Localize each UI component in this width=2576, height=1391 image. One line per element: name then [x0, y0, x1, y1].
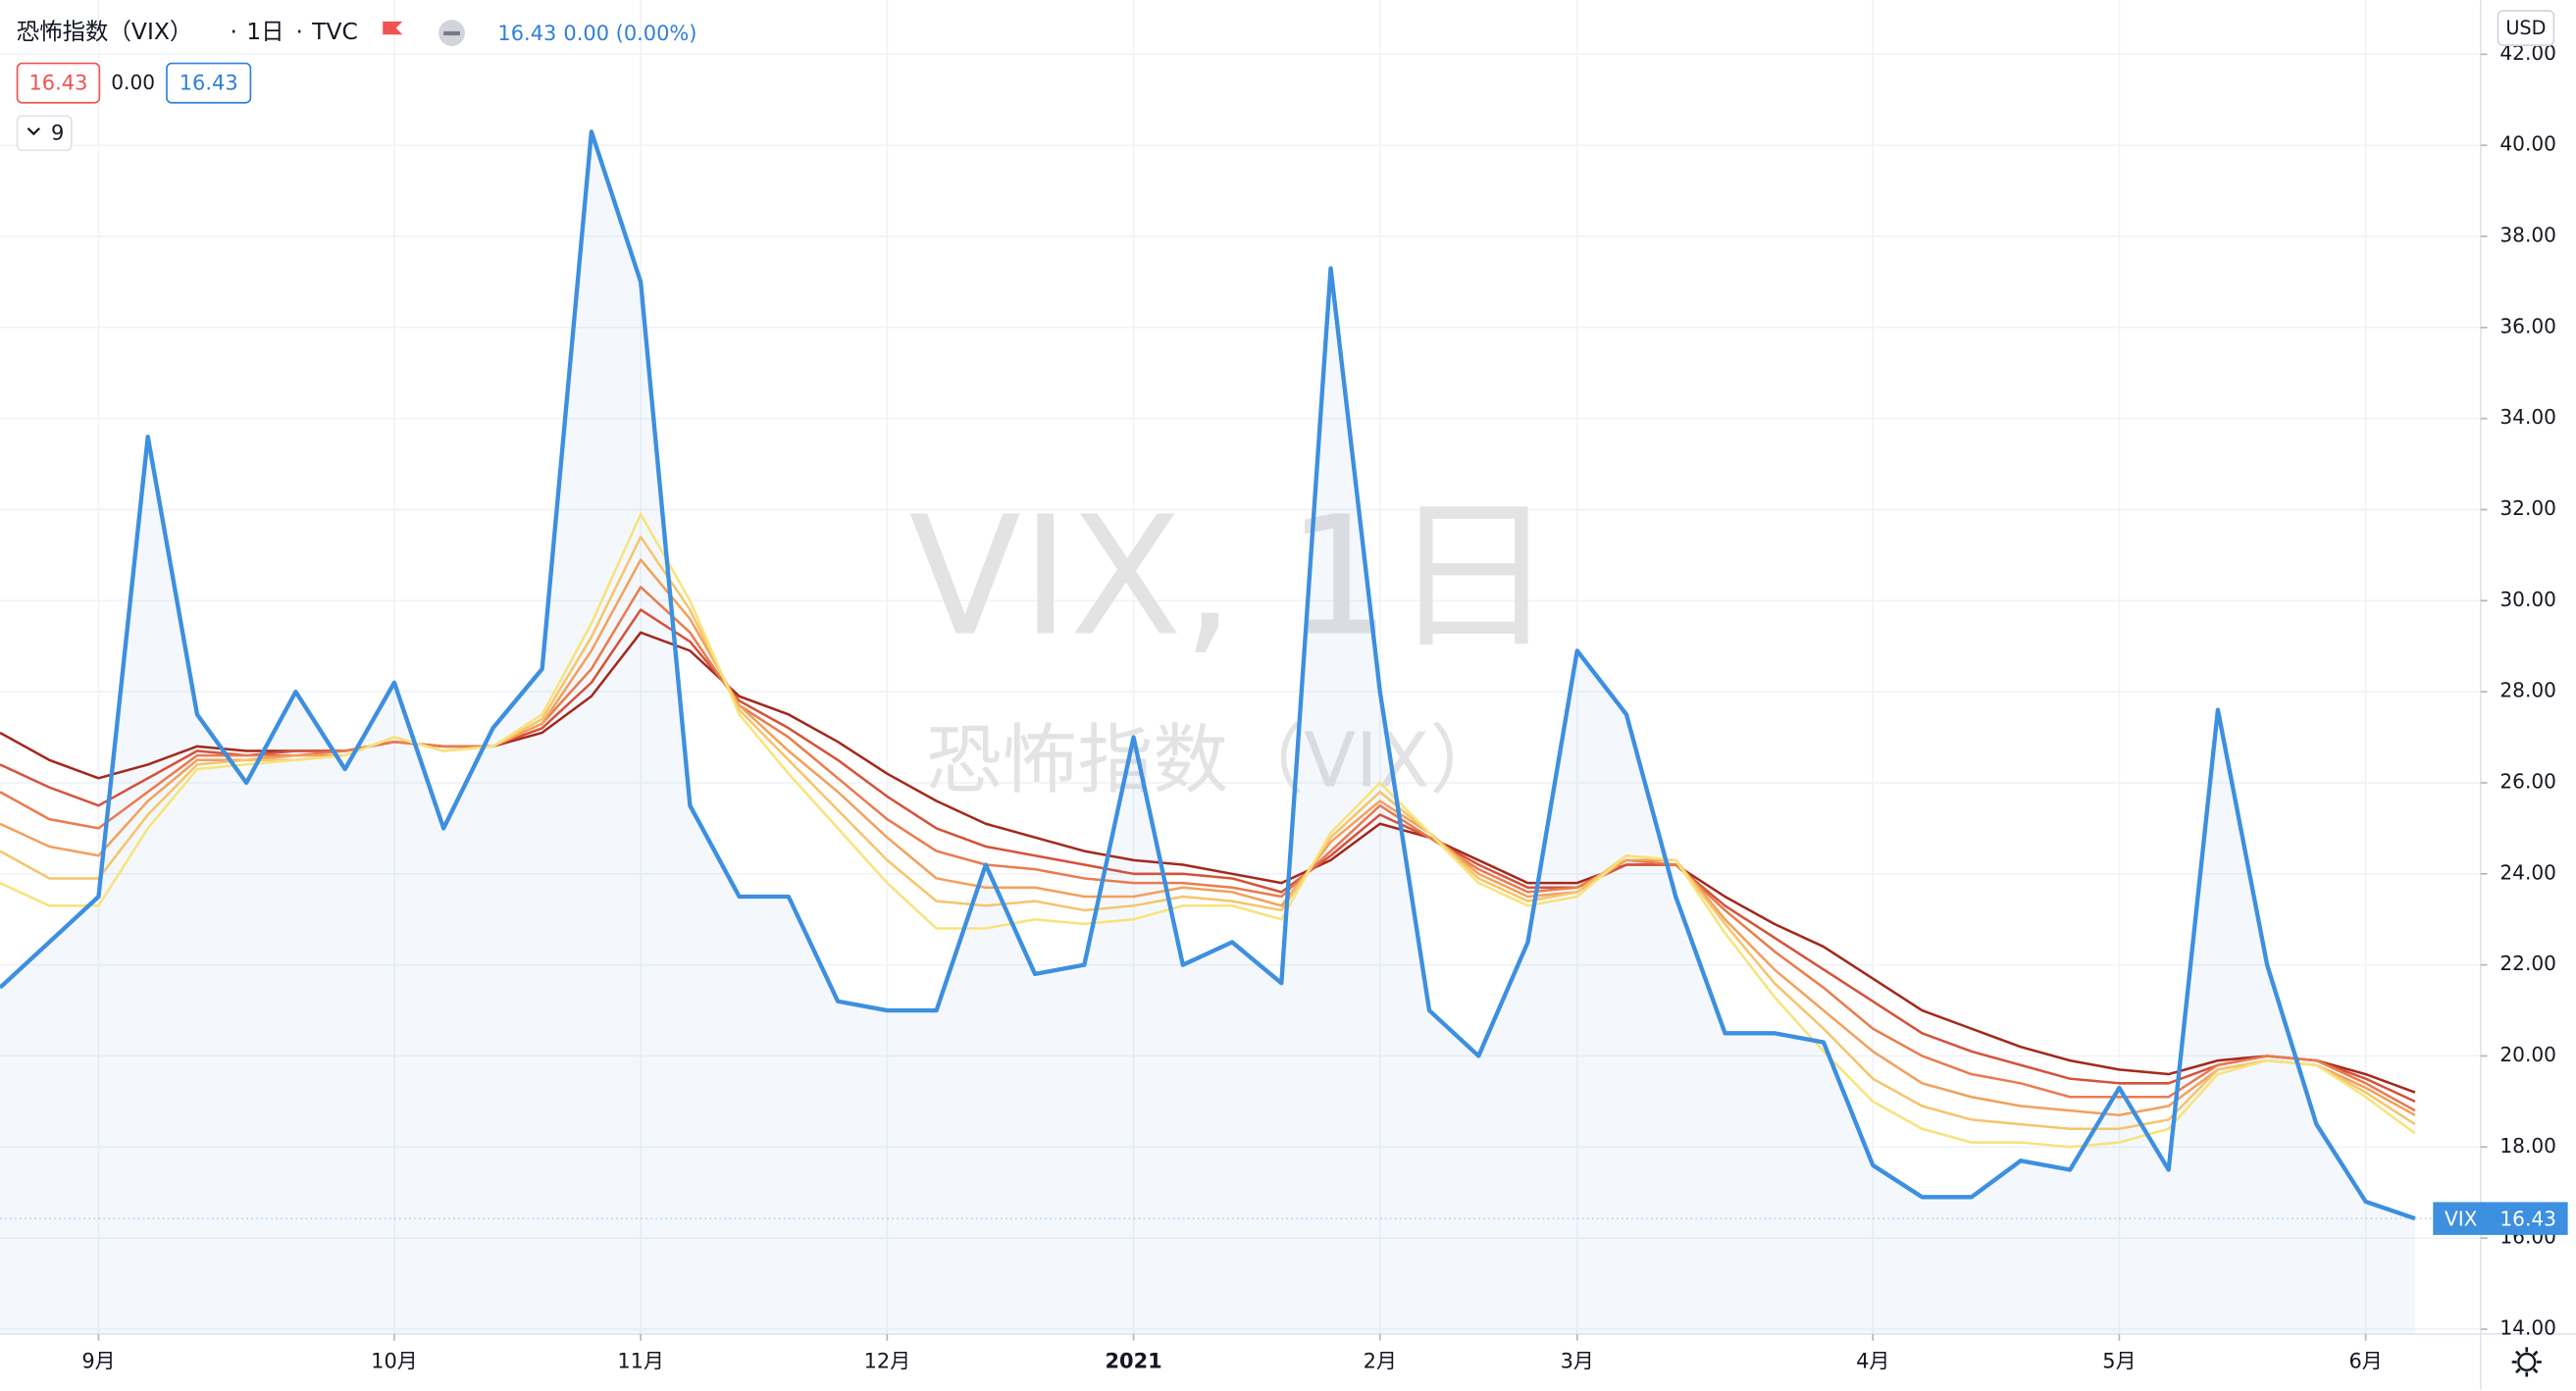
watermark: VIX, 1日: [908, 483, 1555, 673]
y-tick-label: 24.00: [2499, 860, 2555, 884]
ribbon-line: [0, 512, 2416, 1149]
currency-box[interactable]: [2497, 10, 2555, 46]
price-tag: VIX 16.43: [2433, 1202, 2568, 1235]
price-tag-box: [2433, 1202, 2568, 1235]
y-tick-label: 22.00: [2499, 952, 2555, 975]
legend-box: [166, 62, 252, 104]
x-tick-label: 12月: [864, 1349, 911, 1372]
price-line: [0, 129, 2416, 1221]
area: [0, 131, 2415, 1334]
grid: [0, 0, 2481, 1334]
plot: [0, 129, 2481, 1334]
flag-icon[interactable]: [383, 21, 403, 35]
separator: ·: [230, 18, 236, 45]
x-tick-label: 4月: [1856, 1349, 1889, 1372]
x-tick-label: 2021: [1105, 1349, 1161, 1372]
header-price: 16.43: [497, 22, 556, 45]
y-tick-label: 36.00: [2499, 314, 2555, 337]
axes: 14.0016.0018.0020.0022.0024.0026.0028.00…: [81, 41, 2556, 1373]
symbol-title[interactable]: 恐怖指数（VIX）: [17, 18, 193, 45]
indicator-count: 9: [51, 122, 64, 145]
x-tick-label: 6月: [2349, 1349, 2383, 1372]
indicator-toggle[interactable]: [16, 115, 73, 152]
price-tag-name: VIX: [2445, 1207, 2478, 1230]
legend-value: 16.43: [29, 71, 88, 94]
price-tag-value: 16.43: [2499, 1207, 2555, 1230]
market-status-dash: [443, 30, 460, 36]
x-tick-label: 10月: [371, 1349, 418, 1372]
currency: USD: [2505, 17, 2546, 39]
source: TVC: [311, 18, 358, 45]
y-tick-label: 20.00: [2499, 1043, 2555, 1066]
header-change: 0.00 (0.00%): [563, 22, 696, 45]
separator: ·: [295, 18, 302, 45]
x-tick-label: 2月: [1364, 1349, 1397, 1372]
y-tick-label: 28.00: [2499, 679, 2555, 702]
legend-box: [16, 62, 101, 104]
watermark-subtitle: 恐怖指数（VIX）: [926, 716, 1505, 804]
x-tick-label: 5月: [2102, 1349, 2136, 1372]
ribbon-line: [0, 586, 2416, 1112]
interval[interactable]: 1日: [246, 18, 283, 45]
y-tick-label: 38.00: [2499, 224, 2555, 247]
x-tick-label: 9月: [81, 1349, 115, 1372]
settings-icon[interactable]: [2511, 1347, 2542, 1377]
x-tick-label: 3月: [1561, 1349, 1594, 1372]
legend-value: 0.00: [111, 71, 155, 94]
y-tick-label: 34.00: [2499, 405, 2555, 429]
y-tick-label: 40.00: [2499, 132, 2555, 156]
gear-ring: [2517, 1352, 2537, 1371]
y-tick-label: 14.00: [2499, 1315, 2555, 1339]
y-tick-label: 32.00: [2499, 496, 2555, 520]
gear-teeth: [2511, 1347, 2542, 1377]
y-tick-label: 26.00: [2499, 769, 2555, 793]
y-tick-label: 18.00: [2499, 1134, 2555, 1158]
y-tick-label: 30.00: [2499, 588, 2555, 611]
x-tick-label: 11月: [617, 1349, 664, 1372]
chevron-icon: [26, 127, 40, 136]
legend-value: 16.43: [180, 71, 238, 94]
